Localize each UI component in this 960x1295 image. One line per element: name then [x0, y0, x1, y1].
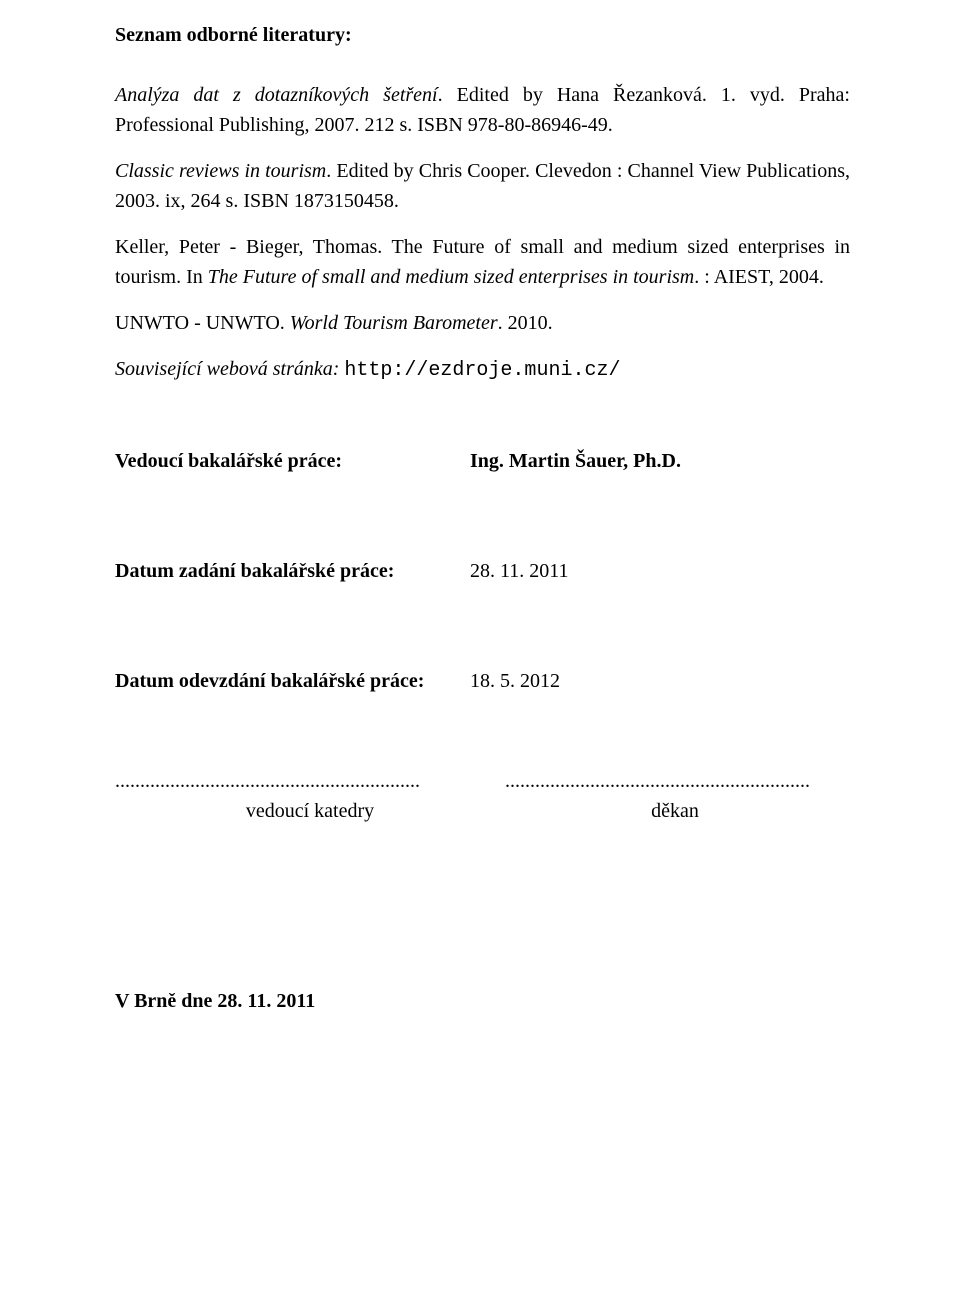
signature-dots-left: ........................................… — [115, 766, 505, 796]
literature-entry: UNWTO - UNWTO. World Tourism Barometer. … — [115, 308, 850, 338]
related-web-link: Související webová stránka: http://ezdro… — [115, 354, 850, 386]
assign-date-label: Datum zadání bakalářské práce: — [115, 556, 470, 586]
submit-date-label: Datum odevzdání bakalářské práce: — [115, 666, 470, 696]
lit-title: World Tourism Barometer — [290, 312, 498, 334]
footer-date-place: V Brně dne 28. 11. 2011 — [115, 986, 850, 1016]
signature-dots-right: ........................................… — [505, 766, 845, 796]
supervisor-label: Vedoucí bakalářské práce: — [115, 446, 470, 476]
lit-rest: . 2010. — [498, 312, 553, 334]
assign-date-value: 28. 11. 2011 — [470, 556, 569, 586]
signature-row: ........................................… — [115, 766, 850, 826]
signature-left: ........................................… — [115, 766, 505, 826]
assign-date-row: Datum zadání bakalářské práce: 28. 11. 2… — [115, 556, 850, 586]
submit-date-row: Datum odevzdání bakalářské práce: 18. 5.… — [115, 666, 850, 696]
lit-title: Classic reviews in tourism — [115, 160, 326, 182]
signature-label-right: děkan — [505, 796, 845, 826]
literature-entry: Analýza dat z dotazníkových šetření. Edi… — [115, 80, 850, 140]
lit-title: The Future of small and medium sized ent… — [208, 266, 694, 288]
literature-entry: Keller, Peter - Bieger, Thomas. The Futu… — [115, 232, 850, 292]
literature-heading: Seznam odborné literatury: — [115, 20, 850, 50]
literature-entry: Classic reviews in tourism. Edited by Ch… — [115, 156, 850, 216]
link-url: http://ezdroje.muni.cz/ — [344, 359, 620, 382]
lit-prefix: UNWTO - UNWTO. — [115, 312, 290, 334]
supervisor-value: Ing. Martin Šauer, Ph.D. — [470, 446, 681, 476]
supervisor-row: Vedoucí bakalářské práce: Ing. Martin Ša… — [115, 446, 850, 476]
submit-date-value: 18. 5. 2012 — [470, 666, 560, 696]
lit-rest: . : AIEST, 2004. — [694, 266, 824, 288]
lit-title: Analýza dat z dotazníkových šetření — [115, 84, 438, 106]
link-prefix: Související webová stránka: — [115, 358, 344, 380]
signature-label-left: vedoucí katedry — [115, 796, 505, 826]
signature-right: ........................................… — [505, 766, 845, 826]
